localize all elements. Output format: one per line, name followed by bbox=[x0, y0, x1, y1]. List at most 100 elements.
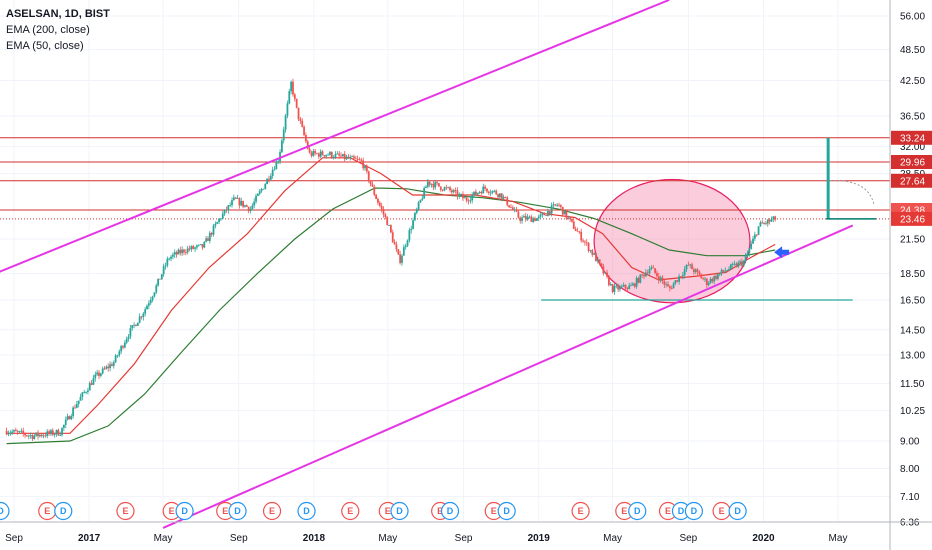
candle bbox=[301, 118, 304, 128]
candle bbox=[511, 205, 514, 211]
y-tick-label: 11.50 bbox=[900, 379, 925, 390]
candle bbox=[404, 243, 407, 250]
earnings-badge[interactable]: E bbox=[116, 501, 135, 521]
candle bbox=[245, 204, 248, 208]
candle bbox=[194, 246, 196, 252]
dividend-badge[interactable]: D bbox=[390, 501, 409, 521]
x-tick-label: Sep bbox=[455, 533, 473, 544]
svg-text:D: D bbox=[60, 506, 67, 516]
svg-text:E: E bbox=[122, 506, 128, 516]
candle bbox=[521, 215, 523, 224]
y-tick-label: 7.10 bbox=[900, 492, 920, 503]
candle bbox=[547, 208, 549, 217]
candle bbox=[87, 387, 89, 395]
candle bbox=[537, 214, 540, 222]
candle bbox=[670, 285, 673, 290]
candle bbox=[559, 204, 562, 210]
candle bbox=[524, 212, 527, 222]
candle bbox=[737, 260, 740, 269]
y-tick-label: 21.50 bbox=[900, 234, 925, 245]
candle bbox=[608, 274, 610, 287]
candle bbox=[622, 282, 625, 288]
candle bbox=[99, 372, 102, 378]
candle bbox=[308, 145, 311, 154]
projection-curve bbox=[830, 180, 875, 206]
candle bbox=[35, 432, 38, 437]
y-tick-label: 42.50 bbox=[900, 76, 925, 87]
x-tick-label: Sep bbox=[230, 533, 248, 544]
candle bbox=[532, 216, 535, 224]
earnings-badge[interactable]: E bbox=[571, 501, 590, 521]
candle bbox=[375, 193, 378, 200]
candle bbox=[606, 269, 608, 279]
earnings-badge[interactable]: E bbox=[262, 501, 282, 521]
candle bbox=[423, 186, 426, 199]
candle bbox=[493, 189, 496, 193]
candle bbox=[364, 165, 366, 171]
candle bbox=[92, 374, 95, 385]
highlight-ellipse[interactable] bbox=[593, 178, 751, 304]
dividend-badge[interactable]: D bbox=[728, 501, 747, 521]
arrow-left-icon[interactable] bbox=[774, 246, 790, 259]
y-tick-label: 10.25 bbox=[900, 406, 925, 417]
candle bbox=[571, 217, 573, 223]
dividend-badge[interactable]: D bbox=[175, 501, 194, 521]
candle bbox=[249, 206, 252, 214]
candle bbox=[576, 227, 579, 232]
candle bbox=[273, 165, 276, 171]
indicator-ema50-label[interactable]: EMA (50, close) bbox=[6, 40, 84, 52]
candle bbox=[242, 200, 244, 209]
candle bbox=[85, 391, 87, 395]
candle bbox=[214, 221, 217, 229]
candle bbox=[441, 189, 444, 192]
earnings-badge[interactable]: E bbox=[38, 501, 57, 521]
candle bbox=[526, 213, 529, 221]
indicator-ema200-label[interactable]: EMA (200, close) bbox=[6, 24, 90, 36]
candle bbox=[415, 207, 418, 215]
earnings-badge[interactable]: E bbox=[712, 501, 731, 521]
dividend-badge[interactable]: D bbox=[0, 501, 10, 521]
dividend-badge[interactable]: D bbox=[54, 501, 73, 521]
candle bbox=[232, 194, 235, 201]
candle bbox=[500, 193, 503, 202]
candle bbox=[774, 215, 777, 222]
candle bbox=[656, 270, 658, 278]
candle bbox=[223, 209, 226, 217]
candle bbox=[136, 322, 139, 327]
candle bbox=[720, 268, 723, 277]
candle bbox=[48, 429, 51, 436]
ema200-line[interactable] bbox=[6, 187, 776, 445]
channel-upper-line[interactable] bbox=[0, 0, 670, 274]
candle bbox=[264, 182, 267, 190]
dividend-badge[interactable]: D bbox=[440, 501, 460, 521]
earnings-badge[interactable]: E bbox=[341, 501, 360, 521]
candle bbox=[371, 181, 374, 188]
svg-text:D: D bbox=[691, 506, 698, 516]
candle bbox=[443, 186, 446, 192]
x-tick-label: 2019 bbox=[528, 533, 551, 544]
dividend-badge[interactable]: D bbox=[684, 501, 703, 521]
candle bbox=[384, 212, 387, 220]
candle bbox=[707, 280, 710, 287]
candle bbox=[268, 175, 270, 183]
candle bbox=[504, 196, 507, 199]
candle bbox=[303, 125, 305, 137]
svg-text:D: D bbox=[678, 506, 685, 516]
candle bbox=[486, 188, 488, 193]
dividend-badge[interactable]: D bbox=[497, 501, 516, 521]
candle bbox=[678, 273, 681, 285]
candle bbox=[654, 268, 656, 275]
channel-lower-line[interactable] bbox=[162, 224, 854, 529]
candle bbox=[275, 159, 278, 170]
candle bbox=[164, 262, 167, 270]
dividend-badge[interactable]: D bbox=[228, 501, 247, 521]
candle bbox=[109, 361, 111, 372]
candle bbox=[589, 249, 592, 253]
dividend-badge[interactable]: D bbox=[297, 501, 316, 521]
dividend-badge[interactable]: D bbox=[628, 501, 647, 521]
candle bbox=[519, 216, 522, 224]
candle bbox=[602, 263, 605, 276]
candle bbox=[236, 194, 239, 200]
candle bbox=[674, 279, 677, 286]
